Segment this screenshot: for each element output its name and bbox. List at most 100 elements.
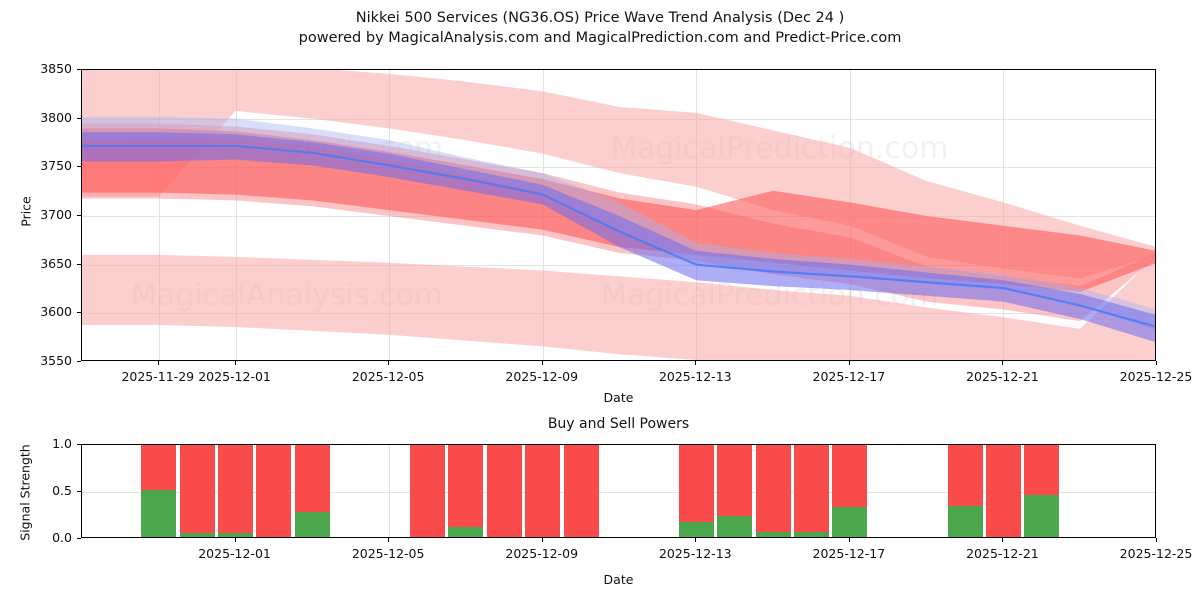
power-bar[interactable] [486,445,522,537]
power-ytick-label: 0.0 [52,530,72,545]
power-bar[interactable] [218,445,254,537]
power-bar[interactable] [678,445,714,537]
price-xtick-label: 2025-12-13 [658,369,732,384]
price-ytick-label: 3750 [40,158,72,174]
gridline [158,70,160,360]
power-bar[interactable] [448,445,484,537]
sell-power-segment [486,445,522,537]
price-ytick-label: 3600 [40,304,72,320]
tick-mark [77,117,81,119]
tick-mark [77,215,81,216]
power-bar[interactable] [410,445,446,537]
power-bar[interactable] [256,445,292,537]
page-subtitle: powered by MagicalAnalysis.com and Magic… [298,30,902,46]
price-ytick-label: 3650 [40,255,72,271]
price-xtick-label: 2025-12-21 [966,369,1039,384]
price-ytick-label: 3800 [40,109,72,125]
tick-mark [77,538,81,539]
price-xaxis-label: Date [603,390,634,405]
tick-mark [77,491,81,492]
sell-power-segment [294,445,330,512]
gridline [389,445,391,537]
power-bar[interactable] [985,445,1021,537]
price-plot-area: MagicalAnalysis.comMagicalPrediction.com… [81,69,1156,361]
tick-mark [848,361,850,365]
sell-power-segment [678,445,714,522]
tick-mark [1156,361,1157,365]
buy-power-segment [793,532,829,537]
sell-power-segment [793,445,829,533]
tick-mark [77,69,81,70]
tick-mark [541,361,543,365]
sell-power-segment [947,445,983,506]
power-xtick-label: 2025-12-17 [812,546,886,561]
power-bar[interactable] [755,445,791,537]
price-xtick-label: 2025-12-25 [1119,369,1193,384]
buy-power-segment [141,490,177,537]
price-xtick-label: 2025-12-17 [812,369,886,384]
tick-mark [234,538,236,542]
power-bar[interactable] [717,445,753,537]
sell-power-segment [218,445,254,534]
power-xtick-label: 2025-12-01 [198,546,271,561]
sell-power-segment [141,445,177,490]
power-bar[interactable] [141,445,177,537]
sell-power-segment [563,445,599,537]
buy-power-segment [218,533,254,537]
power-bar[interactable] [525,445,561,537]
tick-mark [77,263,81,265]
price-band-lower-outer-band [82,254,1155,360]
tick-mark [77,444,81,445]
tick-mark [695,361,697,365]
sell-power-segment [410,445,446,537]
power-bar[interactable] [1024,445,1060,537]
price-xtick-label: 2025-11-29 [121,369,195,384]
tick-mark [1002,538,1004,542]
buy-power-segment [678,521,714,537]
power-xaxis-label: Date [603,572,634,587]
power-bar[interactable] [563,445,599,537]
power-subtitle: Buy and Sell Powers [547,416,690,432]
sell-power-segment [525,445,561,537]
price-xtick-label: 2025-12-09 [505,369,579,384]
power-plot-area: MagicalAnalysis.comMagicalPrediction.com [81,444,1156,538]
power-bar[interactable] [294,445,330,537]
power-bar[interactable] [179,445,215,537]
tick-mark [1002,361,1004,365]
power-xtick-label: 2025-12-25 [1119,546,1193,561]
buy-power-segment [1024,494,1060,537]
sell-power-segment [256,445,292,537]
gridline [82,264,1155,266]
power-xtick-label: 2025-12-13 [658,546,732,561]
sell-power-segment [755,445,791,533]
price-ytick-label: 3700 [40,207,72,222]
price-band-core-blue-band [82,132,1155,342]
power-bar-group [82,445,1155,537]
buy-power-segment [755,532,791,537]
buy-power-segment [294,511,330,537]
power-xtick-label: 2025-12-05 [351,546,425,561]
sell-power-segment [717,445,753,517]
power-bar[interactable] [947,445,983,537]
tick-mark [77,166,81,168]
buy-power-segment [179,533,215,537]
power-ytick-label: 1.0 [52,436,72,451]
tick-mark [388,361,390,365]
power-bar[interactable] [793,445,829,537]
tick-mark [695,538,697,542]
sell-power-segment [832,445,868,507]
power-panel: Buy and Sell Powers Signal Strength 0.0 0… [0,400,1200,600]
sell-power-segment [985,445,1021,537]
power-ytick-label: 0.5 [52,483,72,498]
sell-power-segment [1024,445,1060,495]
price-ytick-label: 3550 [40,353,72,368]
chart-title-block: Nikkei 500 Services (NG36.OS) Price Wave… [0,8,1200,48]
tick-mark [541,538,543,542]
tick-mark [388,538,390,542]
tick-mark [234,361,236,365]
power-bar[interactable] [832,445,868,537]
price-ytick-label: 3850 [40,61,72,76]
buy-power-segment [832,506,868,537]
price-wave-bands [82,70,1155,360]
